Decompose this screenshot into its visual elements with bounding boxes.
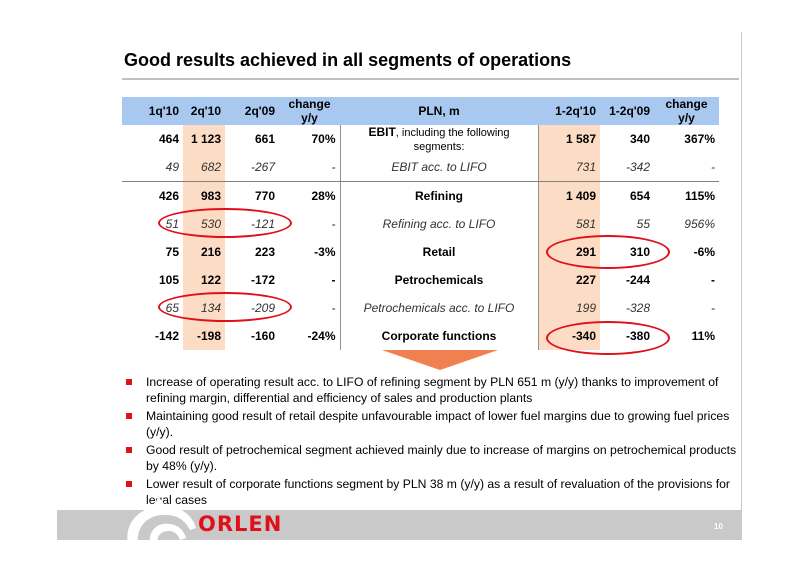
table-cell: 1 409 — [538, 181, 600, 210]
highlight-ellipse-refining-lifo — [158, 208, 292, 238]
list-item: Increase of operating result acc. to LIF… — [124, 375, 739, 406]
table-row: 426 983 770 28% Refining 1 409 654 115% — [122, 181, 719, 210]
table-cell: 661 — [254, 132, 275, 146]
column-header: change y/y — [654, 97, 719, 125]
table-cell: 367% — [684, 132, 715, 146]
table-cell: 223 — [254, 245, 275, 259]
bullet-text: Maintaining good result of retail despit… — [146, 409, 730, 439]
table-cell: - — [279, 153, 340, 182]
bullet-text: Increase of operating result acc. to LIF… — [146, 375, 719, 405]
table-cell: 1 587 — [538, 125, 600, 153]
table-cell: 115% — [684, 189, 715, 203]
bullet-list: Increase of operating result acc. to LIF… — [124, 375, 739, 511]
table-cell: 983 — [183, 181, 225, 210]
table-cell: -328 — [625, 301, 650, 315]
table-cell: -198 — [183, 322, 225, 350]
table-row: 49 682 -267 - EBIT acc. to LIFO 731 -342… — [122, 153, 719, 182]
highlight-ellipse-corporate — [546, 321, 670, 355]
table-cell: 28% — [311, 189, 336, 203]
orlen-eagle-logo-icon — [127, 496, 196, 544]
bullet-square-icon — [126, 481, 132, 487]
table-cell: 731 — [538, 153, 600, 182]
bullet-square-icon — [126, 379, 132, 385]
page-number: 10 — [714, 522, 723, 531]
table-cell: - — [331, 217, 336, 231]
column-header: 2q'10 — [183, 97, 225, 125]
table-cell: 426 — [158, 189, 179, 203]
table-header-row: 1q'10 2q'10 2q'09 change y/y PLN, m 1-2q… — [122, 97, 719, 125]
table-cell: 122 — [183, 266, 225, 294]
highlight-ellipse-petrochem-lifo — [158, 292, 292, 322]
table-cell: -6% — [693, 245, 715, 259]
table-cell: -24% — [307, 329, 336, 343]
row-label: Refining acc. to LIFO — [339, 210, 539, 238]
column-header: 1-2q'09 — [600, 97, 654, 125]
table-cell: 682 — [183, 153, 225, 182]
table-cell: 199 — [538, 294, 600, 322]
page-title: Good results achieved in all segments of… — [124, 50, 572, 70]
row-label: EBIT, including the following segments: — [339, 125, 539, 153]
table-cell: 340 — [629, 132, 650, 146]
bullet-square-icon — [126, 447, 132, 453]
table-cell: -3% — [314, 245, 336, 259]
table-cell: - — [711, 273, 715, 287]
table-row: 105 122 -172 - Petrochemicals 227 -244 - — [122, 266, 719, 294]
row-label-suffix: , including the following segments: — [395, 127, 510, 153]
table-row: 464 1 123 661 70% EBIT, including the fo… — [122, 125, 719, 153]
table-cell: 216 — [183, 238, 225, 266]
table-cell: 55 — [636, 217, 650, 231]
row-label: Petrochemicals — [339, 266, 539, 294]
table-cell: -160 — [250, 329, 275, 343]
row-label-main: EBIT — [368, 125, 396, 139]
table-cell: -267 — [225, 153, 279, 182]
bullet-square-icon — [126, 413, 132, 419]
table-row: 75 216 223 -3% Retail 291 310 -6% — [122, 238, 719, 266]
row-label: Refining — [339, 181, 539, 210]
table-cell: -244 — [625, 273, 650, 287]
down-arrow-icon — [382, 350, 498, 370]
list-item: Good result of petrochemical segment ach… — [124, 443, 739, 474]
table-cell: 11% — [691, 329, 715, 343]
column-header: change y/y — [279, 97, 340, 125]
logo-text: ORLEN — [198, 512, 283, 536]
bullet-text: Good result of petrochemical segment ach… — [146, 443, 737, 473]
table-cell: 770 — [254, 189, 275, 203]
table-cell: 70% — [311, 132, 336, 146]
table-cell: 654 — [629, 189, 650, 203]
row-label: EBIT acc. to LIFO — [339, 153, 539, 182]
table-cell: 75 — [165, 245, 179, 259]
table-cell: -172 — [250, 273, 275, 287]
row-label: Retail — [339, 238, 539, 266]
column-header: 2q'09 — [225, 97, 279, 125]
table-cell: - — [711, 301, 715, 315]
list-item: Maintaining good result of retail despit… — [124, 409, 739, 440]
table-cell: 1 123 — [183, 125, 225, 153]
column-header: 1-2q'10 — [538, 97, 600, 125]
row-label: Petrochemicals acc. to LIFO — [339, 294, 539, 322]
right-divider — [741, 32, 742, 528]
table-cell: 227 — [538, 266, 600, 294]
table-cell: 105 — [158, 273, 179, 287]
highlight-ellipse-retail — [546, 235, 670, 269]
table-cell: 464 — [158, 132, 179, 146]
table-cell: - — [331, 273, 336, 287]
column-header: PLN, m — [340, 97, 538, 125]
title-rule — [122, 78, 739, 80]
table-cell: 956% — [684, 217, 715, 231]
table-cell: -142 — [154, 329, 179, 343]
row-label: Corporate functions — [339, 322, 539, 350]
table-cell: - — [654, 153, 719, 182]
table-cell: - — [331, 301, 336, 315]
table-cell: 49 — [122, 153, 183, 182]
table-cell: 581 — [538, 210, 600, 238]
table-cell: -342 — [600, 153, 654, 182]
column-header: 1q'10 — [122, 97, 183, 125]
